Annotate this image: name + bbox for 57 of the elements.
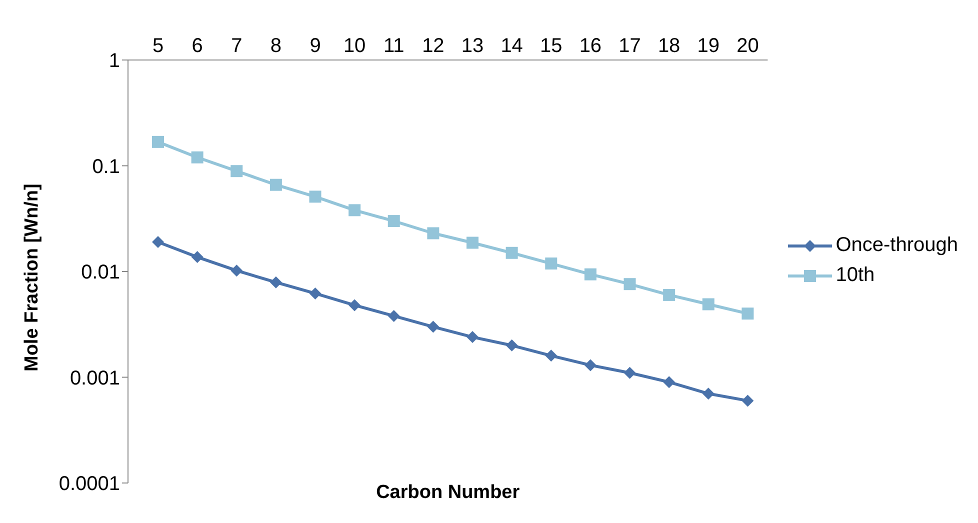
x-tick-label: 10 (343, 35, 366, 57)
y-tick-label: 0.0001 (58, 473, 120, 496)
point (309, 190, 322, 203)
point (191, 151, 204, 164)
x-tick-label: 6 (192, 35, 203, 57)
point (545, 350, 558, 362)
point (506, 339, 518, 352)
x-tick-label: 15 (540, 35, 562, 57)
y-tick-label: 0.1 (92, 156, 120, 178)
legend-label: Once-through (836, 234, 958, 257)
x-tick-label: 17 (618, 35, 641, 57)
x-tick-label: 16 (579, 35, 602, 57)
point (702, 388, 714, 400)
y-tick-label: 0.01 (81, 262, 120, 284)
x-tick-label: 13 (461, 35, 484, 57)
point (663, 376, 676, 388)
x-axis-title: Carbon Number (376, 482, 520, 503)
point (545, 258, 558, 270)
point (309, 287, 322, 300)
x-tick-label: 8 (270, 35, 282, 57)
point (466, 331, 479, 344)
x-tick-label: 14 (500, 35, 523, 57)
y-tick-label: 0.001 (70, 367, 120, 390)
y-axis-title: Mole Fraction [Wn/n] (22, 184, 43, 372)
point (742, 308, 754, 320)
point (624, 278, 636, 290)
point (742, 394, 754, 407)
point (230, 165, 243, 178)
point (388, 215, 400, 228)
point (466, 236, 479, 249)
x-tick-label: 7 (231, 35, 242, 57)
point (663, 288, 676, 301)
point (584, 268, 596, 280)
y-tick-label: 1 (108, 50, 120, 72)
point (584, 359, 596, 372)
point (702, 298, 714, 310)
point (191, 251, 204, 264)
point (152, 236, 164, 248)
x-tick-label: 20 (736, 35, 759, 57)
point (152, 136, 164, 148)
point (427, 320, 440, 333)
x-tick-label: 19 (697, 35, 720, 57)
x-tick-label: 12 (422, 35, 444, 57)
point (348, 299, 361, 312)
x-tick-label: 11 (384, 35, 404, 57)
point (427, 227, 440, 240)
point (270, 276, 282, 288)
point (270, 178, 282, 191)
legend-label: 10th (836, 264, 875, 287)
x-tick-label: 9 (310, 35, 321, 57)
point (230, 264, 243, 277)
x-tick-label: 18 (658, 35, 680, 57)
x-tick-label: 5 (152, 35, 164, 57)
point (624, 366, 636, 379)
point (506, 246, 518, 259)
point (348, 204, 361, 216)
point (388, 310, 400, 322)
